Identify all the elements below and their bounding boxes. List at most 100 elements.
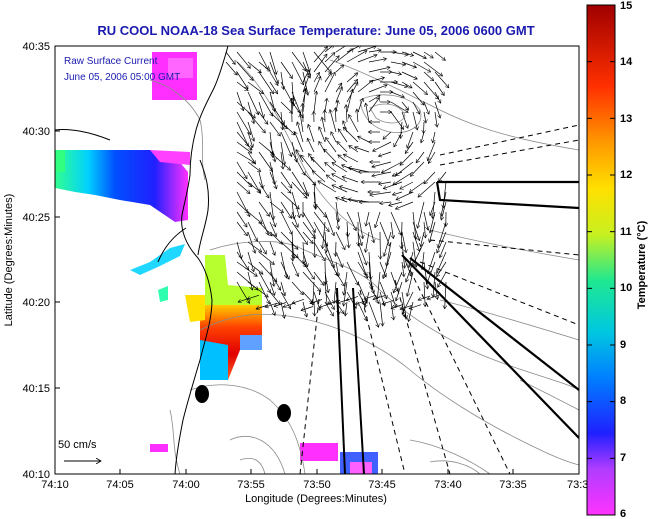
current-vector-arrow — [409, 304, 422, 309]
current-vector-arrow — [343, 154, 359, 163]
current-vector-arrow — [313, 271, 324, 286]
current-vector-arrow — [430, 201, 436, 216]
current-vector-arrow — [291, 61, 304, 85]
current-vector-arrow — [236, 261, 257, 276]
current-vector-arrow — [401, 111, 408, 128]
buoy-marker — [277, 404, 291, 422]
current-vector-arrow — [335, 83, 342, 93]
current-vector-arrow — [291, 251, 306, 267]
current-vector-arrow — [338, 155, 348, 163]
current-vector-arrow — [291, 151, 305, 175]
current-vector-arrow — [357, 55, 377, 63]
x-tick-label: 74:05 — [106, 479, 134, 491]
current-vector-arrow — [269, 271, 281, 290]
current-vector-arrow — [344, 271, 348, 295]
current-vector-arrow — [269, 121, 280, 136]
legend-line-2: June 05, 2006 05:00 GMT — [64, 72, 180, 83]
plot-area — [55, 46, 579, 474]
current-vector-arrow — [393, 271, 403, 293]
x-tick-label: 74:10 — [41, 479, 69, 491]
current-vector-arrow — [396, 191, 414, 200]
current-vector-arrow — [347, 231, 349, 248]
current-vector-arrow — [236, 71, 248, 89]
current-vector-arrow — [383, 131, 392, 139]
current-vector-arrow — [390, 211, 401, 235]
current-vector-arrow — [236, 141, 252, 153]
current-vector-arrow — [236, 221, 248, 236]
current-vector-arrow — [291, 51, 306, 71]
current-vector-arrow — [269, 191, 274, 220]
current-vector-arrow — [280, 61, 293, 79]
current-vector-arrow — [236, 51, 250, 68]
current-vector-arrow — [412, 101, 420, 114]
current-vector-arrow — [258, 141, 274, 155]
current-vector-arrow — [301, 155, 315, 173]
current-vector-arrow — [236, 171, 252, 187]
current-vector-arrow — [409, 181, 425, 193]
current-vector-arrow — [302, 181, 309, 196]
colorbar-tick-label: 11 — [620, 226, 632, 238]
current-vector-arrow — [335, 46, 346, 53]
current-vector-arrow — [355, 299, 368, 304]
current-vector-arrow — [428, 251, 436, 274]
current-vector-arrow — [313, 91, 317, 113]
colorbar-tick-label: 13 — [620, 113, 632, 125]
current-vector-arrow — [423, 101, 429, 114]
current-vector-arrow — [428, 151, 436, 164]
current-vector-arrow — [313, 201, 327, 217]
current-vector-arrow — [296, 150, 304, 163]
current-vector-arrow — [412, 91, 424, 105]
current-vector-arrow — [401, 81, 412, 88]
current-vector-arrow — [412, 241, 425, 267]
current-vector-arrow — [335, 251, 343, 268]
current-vector-arrow — [236, 241, 242, 259]
current-vector-arrow — [297, 122, 304, 143]
current-vector-arrow — [435, 111, 437, 127]
current-vector-arrow — [405, 141, 414, 154]
current-vector-arrow — [424, 221, 426, 238]
current-vector-arrow — [247, 131, 253, 148]
current-vector-arrow — [247, 221, 258, 241]
current-vector-arrow — [324, 53, 335, 63]
current-vector-arrow — [429, 221, 436, 243]
current-vector-arrow — [437, 231, 447, 253]
current-vector-arrow — [390, 271, 398, 291]
current-vector-arrow — [392, 171, 403, 176]
current-vector-arrow — [434, 71, 449, 88]
current-vector-arrow — [331, 132, 337, 143]
current-vector-arrow — [325, 137, 337, 153]
current-vector-arrow — [364, 294, 377, 299]
current-vector-arrow — [247, 294, 260, 299]
current-vector-arrow — [348, 168, 370, 173]
colorbar-tick-label: 15 — [620, 0, 632, 12]
current-vector-arrow — [335, 49, 354, 63]
current-vector-arrow — [357, 251, 366, 276]
current-vector-arrow — [291, 171, 307, 195]
current-vector-arrow — [322, 117, 326, 133]
colorbar-tick-label: 7 — [620, 452, 626, 464]
current-vector-arrow — [258, 101, 264, 118]
current-vector-arrow — [401, 51, 414, 56]
current-vector-arrow — [412, 231, 420, 251]
x-axis-label: Longitude (Degrees:Minutes) — [245, 493, 387, 505]
current-vector-arrow — [357, 109, 358, 123]
current-vector-arrow — [308, 124, 315, 143]
x-tick-label: 73:35 — [499, 479, 527, 491]
current-vector-arrow — [307, 138, 315, 153]
current-vector-arrow — [258, 281, 270, 304]
current-vector-arrow — [258, 201, 270, 216]
current-vector-arrow — [324, 291, 334, 310]
current-vector-arrow — [335, 211, 339, 229]
current-vector-arrow — [291, 221, 308, 245]
current-vector-arrow — [336, 241, 337, 256]
current-vector-arrow — [247, 91, 259, 115]
current-vector-arrow — [258, 211, 268, 235]
current-vector-arrow — [407, 131, 414, 148]
map-title: RU COOL NOAA-18 Sea Surface Temperature:… — [97, 23, 534, 38]
current-vector-arrow — [291, 211, 298, 227]
current-vector-arrow — [291, 281, 303, 295]
axis-tick-marks — [54, 45, 580, 475]
current-vector-arrow — [324, 271, 328, 293]
current-vector-arrow — [366, 103, 370, 123]
colorbar-tick-label: 8 — [620, 395, 626, 407]
